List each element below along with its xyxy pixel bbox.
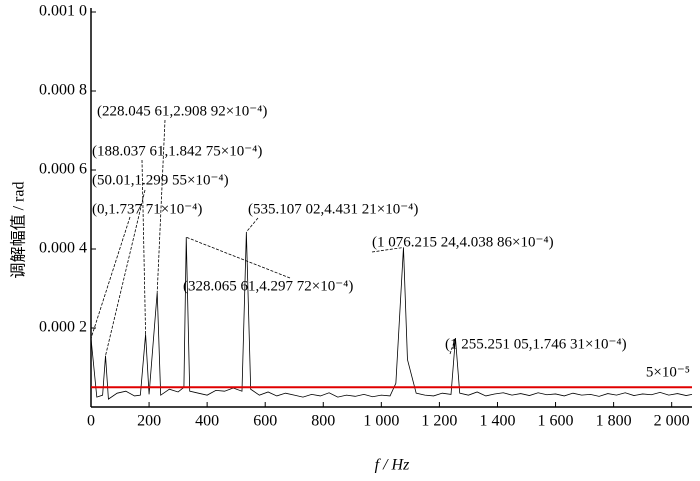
y-tick-label: 0.001 0: [39, 3, 87, 20]
x-tick-label: 1 800: [596, 413, 632, 430]
peak-annotation: (50.01,1.299 55×10⁻⁴): [92, 172, 229, 188]
y-tick-label: 0.000 4: [39, 240, 87, 257]
leader-line: [371, 247, 404, 253]
x-tick-label: 400: [195, 413, 219, 430]
leader-line: [141, 159, 146, 335]
x-tick-label: 1 200: [421, 413, 457, 430]
leader-line: [105, 189, 146, 356]
leader-line: [186, 236, 291, 279]
y-tick-label: 0.000 8: [39, 82, 87, 99]
x-tick-label: 0: [87, 413, 95, 430]
x-tick-label: 800: [311, 413, 335, 430]
y-tick-label: 0.000 6: [39, 161, 87, 178]
leader-line: [246, 217, 259, 233]
x-tick-label: 1 400: [479, 413, 515, 430]
x-tick-label: 1 000: [363, 413, 399, 430]
peak-annotation: (188.037 61,1.842 75×10⁻⁴): [92, 143, 262, 159]
leader-line: [156, 119, 166, 293]
y-tick-label: 0.000 2: [39, 319, 87, 336]
leader-line: [449, 337, 456, 355]
leader-line: [90, 216, 131, 339]
x-tick-label: 200: [137, 413, 161, 430]
x-tick-label: 1 600: [538, 413, 574, 430]
x-axis-label: f / Hz: [375, 457, 410, 474]
x-tick-label: 600: [253, 413, 277, 430]
x-tick-label: 2 000: [654, 413, 690, 430]
peak-annotation: (535.107 02,4.431 21×10⁻⁴): [248, 201, 418, 217]
peak-annotation: (228.045 61,2.908 92×10⁻⁴): [97, 103, 267, 119]
threshold-label: 5×10⁻⁵: [646, 365, 690, 381]
peak-annotation: (328.065 61,4.297 72×10⁻⁴): [183, 278, 353, 294]
spectrum-line: [90, 231, 693, 400]
peak-annotation: (0,1.737 71×10⁻⁴): [92, 201, 202, 217]
y-axis-label: 调解幅值 / rad: [10, 182, 28, 279]
peak-annotation: (1 076.215 24,4.038 86×10⁻⁴): [372, 234, 554, 250]
peak-annotation: (1 255.251 05,1.746 31×10⁻⁴): [445, 336, 627, 352]
